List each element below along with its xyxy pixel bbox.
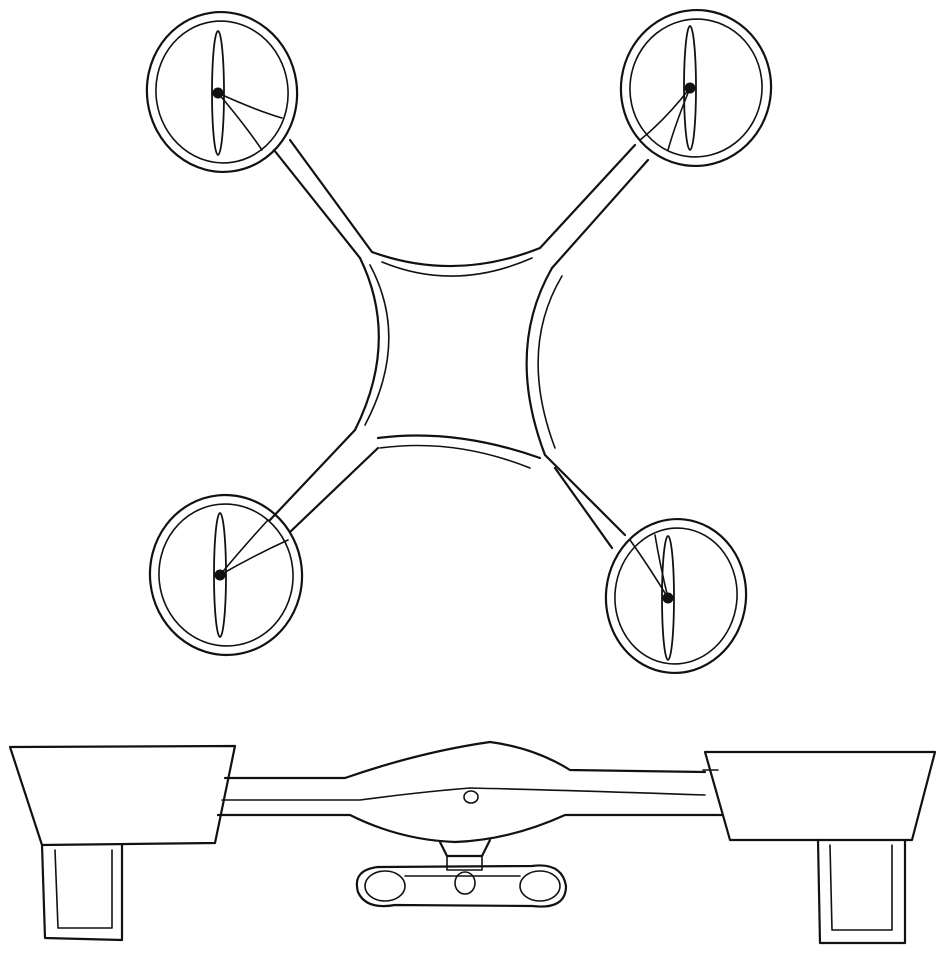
rotor-bottom-left xyxy=(148,493,304,657)
center-body xyxy=(353,246,563,469)
propeller-hub xyxy=(662,592,674,604)
motor-housing-right xyxy=(702,750,937,842)
camera-gimbal xyxy=(355,838,568,908)
rotor-guard-inner xyxy=(629,18,763,158)
rotor-guard-inner xyxy=(614,527,738,665)
propeller-hub xyxy=(212,87,224,99)
camera-lens xyxy=(454,871,476,895)
camera-bar xyxy=(355,864,568,908)
side-boom xyxy=(216,740,724,844)
rotor-guard-outer xyxy=(145,10,299,174)
arm-bottom-left xyxy=(268,428,380,534)
rotor-guard-inner xyxy=(158,503,294,647)
landing-leg-right xyxy=(816,838,907,945)
rotor-bottom-right xyxy=(604,517,748,675)
arm-top-right xyxy=(538,143,650,270)
rotor-guard-outer xyxy=(148,493,304,657)
arm-bottom-right xyxy=(543,453,627,550)
arm-top-left xyxy=(272,138,374,260)
rotor-guard-outer xyxy=(604,517,748,675)
drone-side-view xyxy=(8,740,937,945)
landing-leg-left xyxy=(40,843,124,942)
rotor-top-left xyxy=(145,10,299,174)
camera-pod-left xyxy=(364,870,406,902)
motor-housing-left xyxy=(8,744,237,847)
body-sensor xyxy=(463,790,479,804)
propeller-hub xyxy=(214,569,226,581)
propeller-hub xyxy=(684,82,696,94)
rotor-guard-inner xyxy=(155,20,289,164)
rotor-top-right xyxy=(619,8,773,168)
rotor-guard-outer xyxy=(619,8,773,168)
camera-pod-right xyxy=(519,870,561,902)
drone-top-view xyxy=(145,8,773,675)
